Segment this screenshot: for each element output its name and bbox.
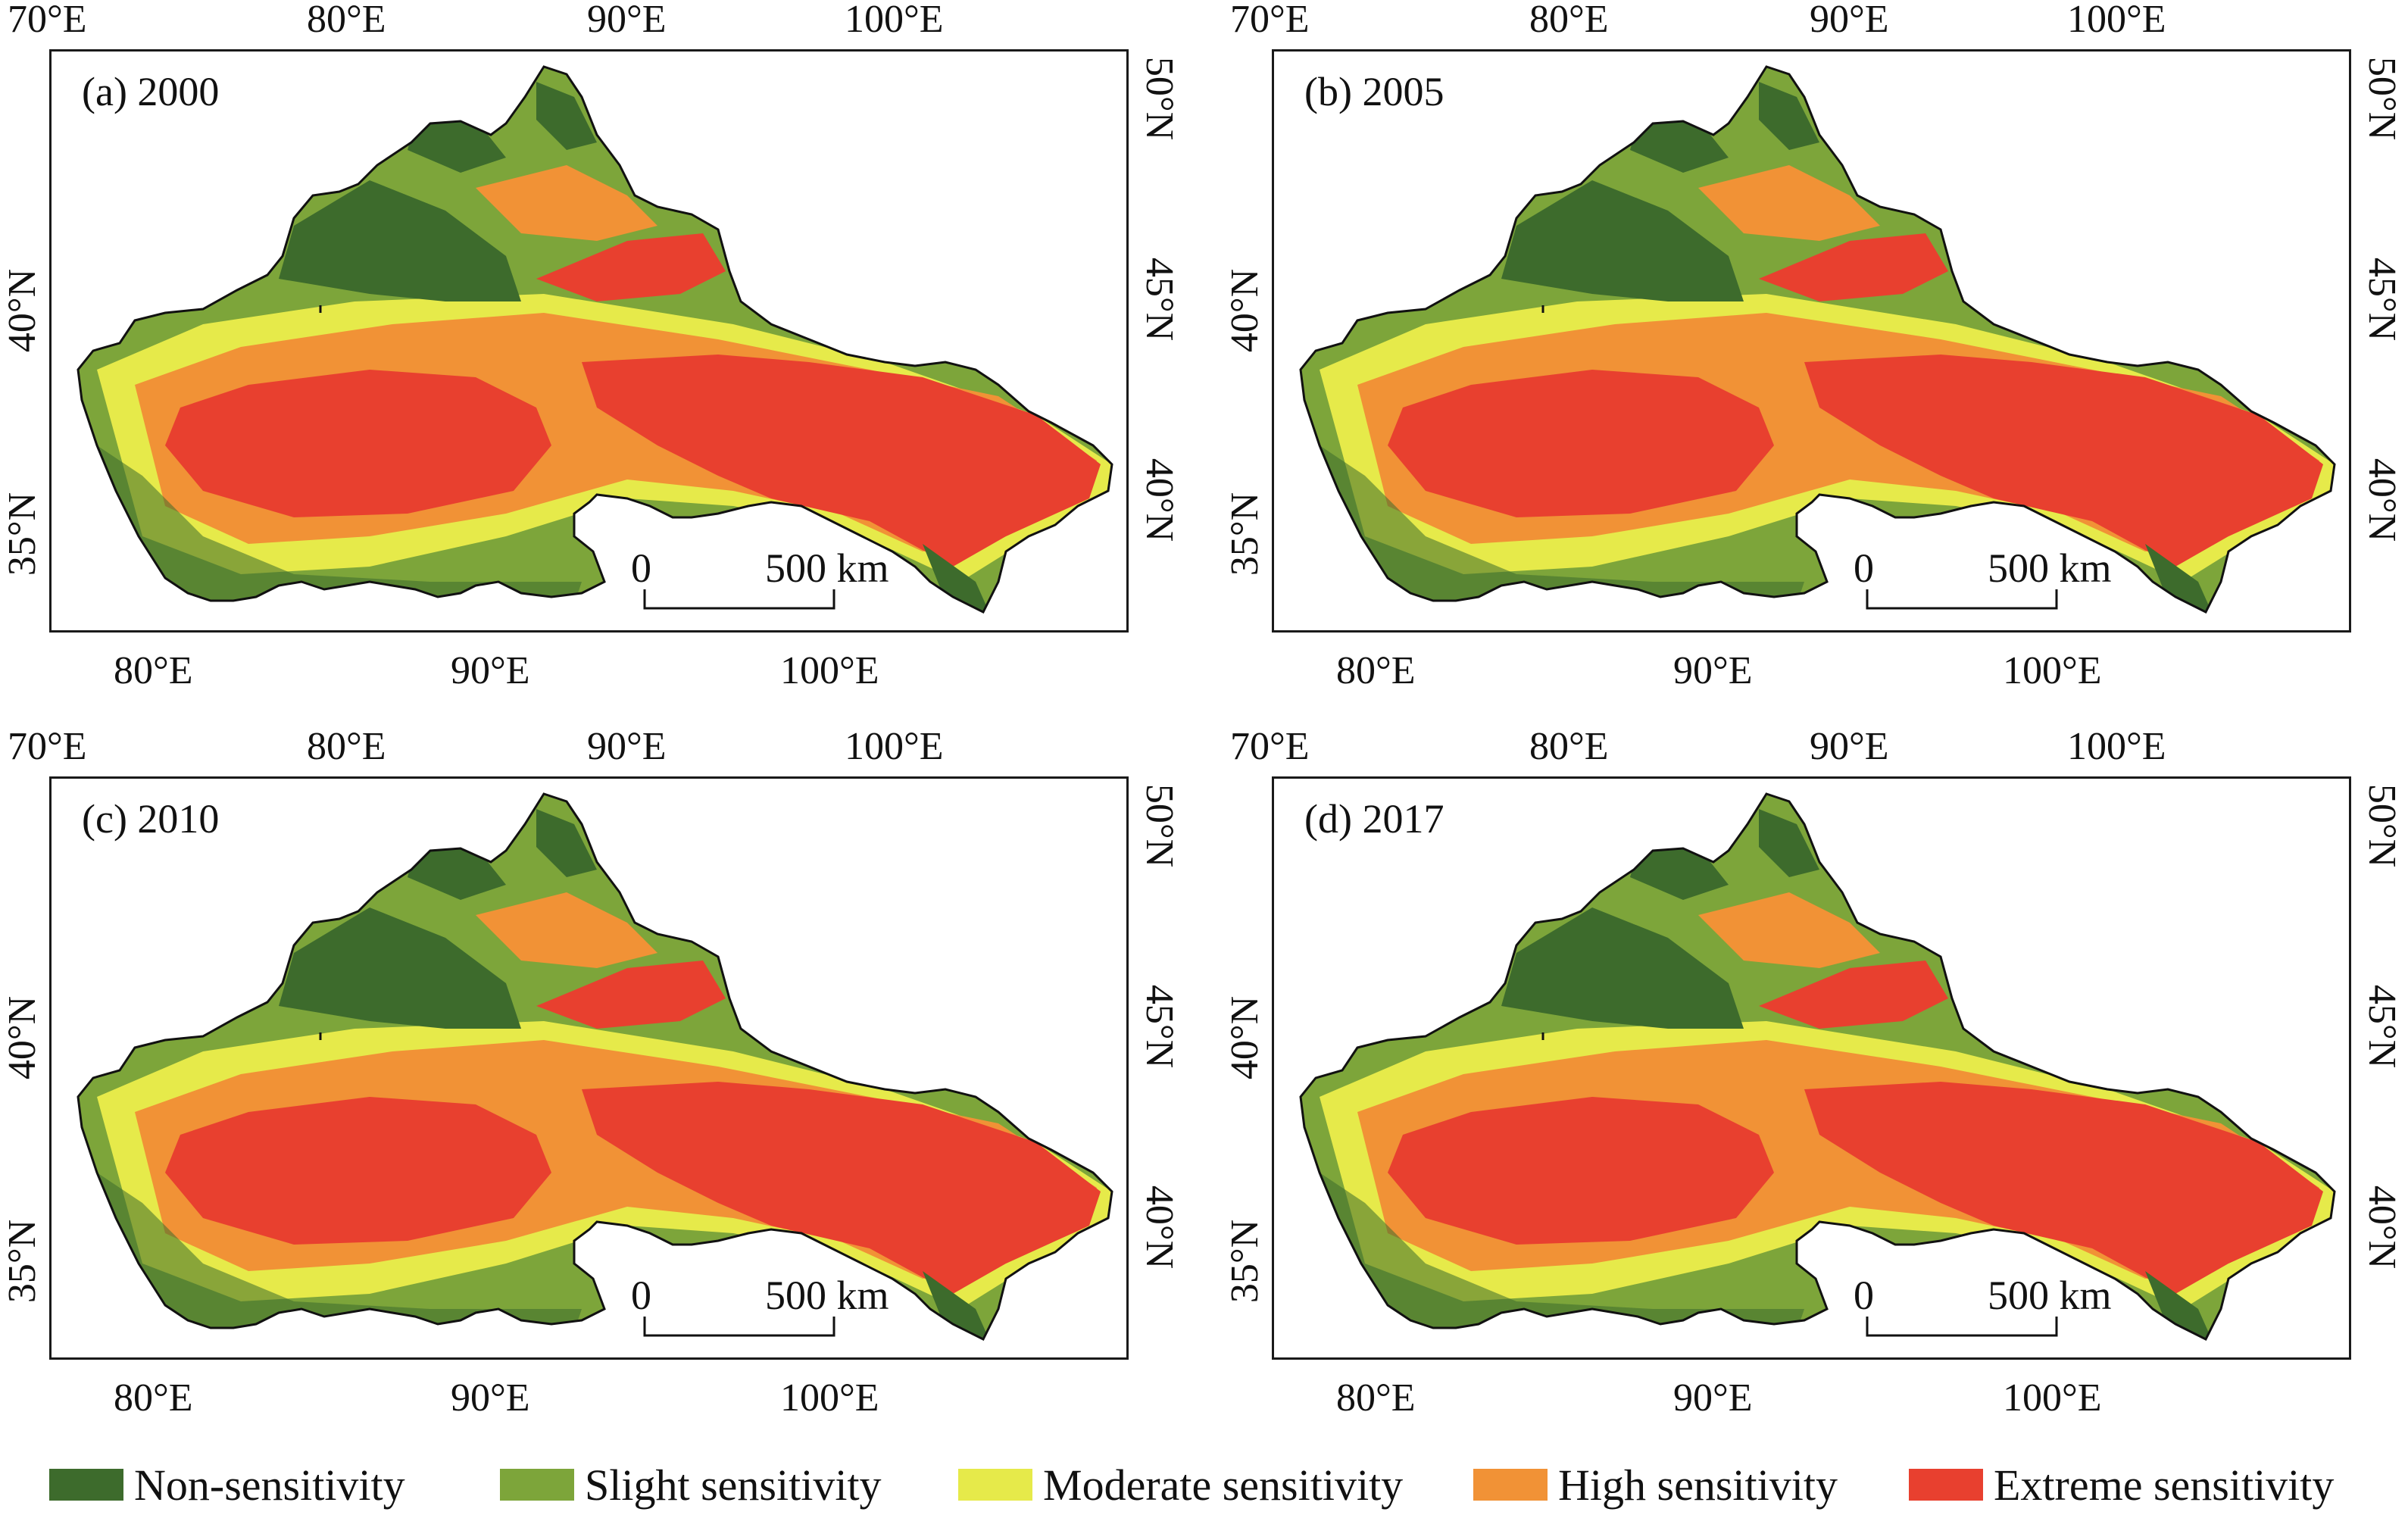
legend-swatch [500, 1469, 574, 1501]
map-legend: Non-sensitivity Slight sensitivity Moder… [0, 1460, 2408, 1515]
legend-label: Extreme sensitivity [1994, 1460, 2335, 1510]
right-lat-tick: 50°N [1138, 56, 1181, 141]
region-boundary [1299, 65, 2336, 614]
map-frame: (a) 2000 0 500 km [49, 49, 1129, 633]
top-lon-tick: 90°E [587, 0, 667, 41]
scale-zero: 0 [1854, 545, 1874, 591]
legend-swatch [958, 1469, 1032, 1501]
left-lat-tick: 35°N [1, 1219, 44, 1304]
right-lat-tick: 50°N [2360, 783, 2403, 868]
bottom-lon-tick: 90°E [451, 1376, 530, 1420]
legend-item-non-sensitivity: Non-sensitivity [49, 1460, 405, 1510]
map-panel: 70°E 80°E 90°E 100°E [1223, 727, 2408, 1454]
bottom-lon-tick: 100°E [780, 1376, 879, 1420]
left-lat-tick: 35°N [1, 492, 44, 576]
right-lat-tick: 45°N [1138, 257, 1181, 342]
sensitivity-map [1299, 65, 2336, 614]
left-lat-tick: 35°N [1223, 492, 1266, 576]
top-lon-tick: 80°E [307, 725, 386, 768]
right-lat-tick: 40°N [1138, 458, 1181, 542]
bottom-lon-tick: 80°E [114, 649, 193, 692]
top-lon-tick: 80°E [1529, 725, 1609, 768]
right-lat-tick: 45°N [2360, 984, 2403, 1069]
sensitivity-map [1299, 792, 2336, 1342]
map-frame: (c) 2010 0 500 km [49, 776, 1129, 1360]
map-frame: (b) 2005 0 500 km [1272, 49, 2351, 633]
bottom-lon-tick: 90°E [1673, 1376, 1753, 1420]
panel-label: (a) 2000 [82, 69, 220, 114]
region-boundary [77, 65, 1113, 614]
panel-label: (d) 2017 [1304, 796, 1444, 842]
bottom-lon-tick: 100°E [2003, 1376, 2102, 1420]
left-lat-tick: 40°N [1, 268, 44, 353]
sensitivity-map [77, 792, 1113, 1342]
top-lon-tick: 100°E [2067, 0, 2166, 41]
right-lat-tick: 45°N [1138, 984, 1181, 1069]
region-boundary [77, 792, 1113, 1342]
top-lon-tick: 80°E [307, 0, 386, 41]
right-lat-tick: 50°N [2360, 56, 2403, 141]
top-lon-tick: 90°E [587, 725, 667, 768]
scale-zero: 0 [631, 545, 651, 591]
scale-length: 500 km [765, 545, 889, 591]
right-lat-tick: 50°N [1138, 783, 1181, 868]
map-panel: 70°E 80°E 90°E 100°E [0, 0, 1185, 727]
scale-zero: 0 [631, 1273, 651, 1318]
left-lat-tick: 40°N [1223, 995, 1266, 1080]
scale-length: 500 km [1988, 1273, 2112, 1318]
bottom-lon-tick: 80°E [1336, 649, 1416, 692]
top-lon-tick: 70°E [1230, 0, 1310, 41]
top-lon-tick: 70°E [1230, 725, 1310, 768]
bottom-lon-tick: 80°E [114, 1376, 193, 1420]
left-lat-tick: 35°N [1223, 1219, 1266, 1304]
region-boundary [1299, 792, 2336, 1342]
top-lon-tick: 70°E [8, 725, 87, 768]
map-panel: 70°E 80°E 90°E 100°E [1223, 0, 2408, 727]
top-lon-tick: 100°E [2067, 725, 2166, 768]
left-lat-tick: 40°N [1, 995, 44, 1080]
map-frame: (d) 2017 0 500 km [1272, 776, 2351, 1360]
legend-label: Moderate sensitivity [1043, 1460, 1404, 1510]
right-lat-tick: 45°N [2360, 257, 2403, 342]
legend-swatch [1473, 1469, 1548, 1501]
legend-swatch [1909, 1469, 1983, 1501]
top-lon-tick: 90°E [1810, 0, 1889, 41]
right-lat-tick: 40°N [1138, 1185, 1181, 1270]
right-lat-tick: 40°N [2360, 1185, 2403, 1270]
panel-label: (b) 2005 [1304, 69, 1444, 114]
bottom-lon-tick: 100°E [2003, 649, 2102, 692]
legend-label: Slight sensitivity [585, 1460, 882, 1510]
top-lon-tick: 70°E [8, 0, 87, 41]
legend-item-slight-sensitivity: Slight sensitivity [500, 1460, 882, 1510]
map-panel: 70°E 80°E 90°E 100°E [0, 727, 1185, 1454]
bottom-lon-tick: 90°E [451, 649, 530, 692]
sensitivity-map [77, 65, 1113, 614]
top-lon-tick: 90°E [1810, 725, 1889, 768]
legend-label: High sensitivity [1558, 1460, 1838, 1510]
legend-label: Non-sensitivity [134, 1460, 405, 1510]
scale-zero: 0 [1854, 1273, 1874, 1318]
left-lat-tick: 40°N [1223, 268, 1266, 353]
right-lat-tick: 40°N [2360, 458, 2403, 542]
scale-length: 500 km [765, 1273, 889, 1318]
top-lon-tick: 100°E [845, 725, 944, 768]
bottom-lon-tick: 90°E [1673, 649, 1753, 692]
scale-length: 500 km [1988, 545, 2112, 591]
top-lon-tick: 80°E [1529, 0, 1609, 41]
bottom-lon-tick: 80°E [1336, 1376, 1416, 1420]
top-lon-tick: 100°E [845, 0, 944, 41]
bottom-lon-tick: 100°E [780, 649, 879, 692]
legend-item-moderate-sensitivity: Moderate sensitivity [958, 1460, 1404, 1510]
legend-item-extreme-sensitivity: Extreme sensitivity [1909, 1460, 2335, 1510]
legend-item-high-sensitivity: High sensitivity [1473, 1460, 1838, 1510]
legend-swatch [49, 1469, 123, 1501]
panel-label: (c) 2010 [82, 796, 220, 842]
